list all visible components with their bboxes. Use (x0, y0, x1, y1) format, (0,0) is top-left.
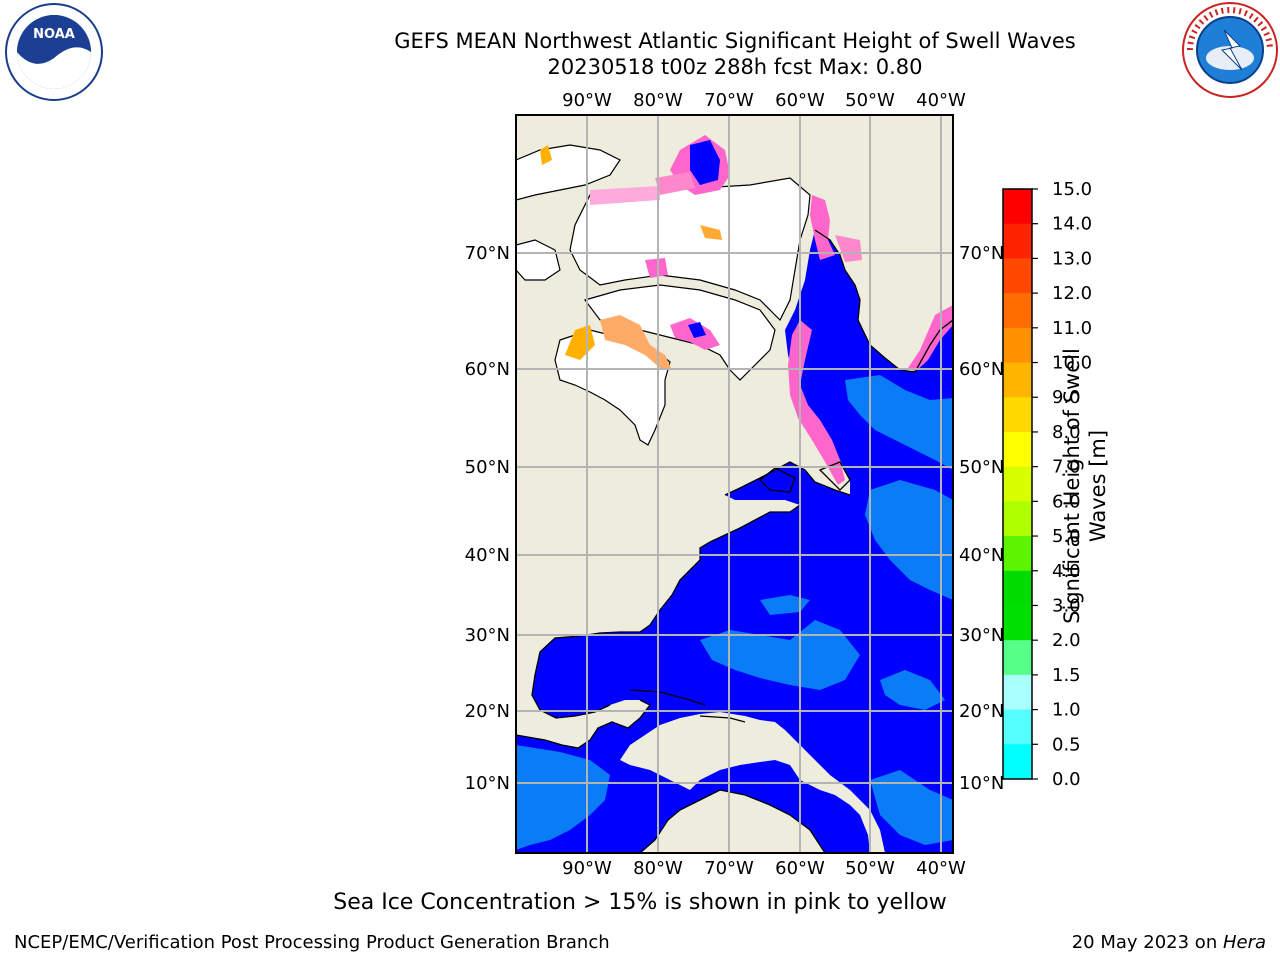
colorbar-segment (1003, 327, 1032, 364)
footer-date: 20 May 2023 on Hera (1072, 932, 1266, 953)
swell-0.5-1.0-patches (516, 375, 953, 850)
colorbar-tick-label: 1.5 (1052, 665, 1081, 686)
colorbar-segment (1003, 640, 1032, 676)
noaa-text: NOAA (33, 27, 75, 42)
colorbar-segment (1003, 293, 1032, 329)
colorbar-frame (1002, 188, 1033, 780)
colorbar-tick-label: 0.5 (1052, 734, 1081, 755)
lat-label: 60°N (465, 359, 510, 380)
colorbar-segment (1003, 258, 1032, 294)
colorbar-tick-label: 8.0 (1052, 422, 1081, 443)
colorbar-tick-label: 6.0 (1052, 491, 1081, 512)
lon-label: 60°W (775, 858, 825, 879)
lat-label: 70°N (959, 243, 1004, 264)
colorbar-tick-label: 10.0 (1052, 353, 1092, 374)
gridlines (516, 115, 953, 853)
lat-label: 60°N (959, 359, 1004, 380)
lat-label: 30°N (959, 625, 1004, 646)
atlantic-ocean (516, 230, 953, 853)
lon-label: 40°W (916, 90, 966, 111)
colorbar-segment (1003, 466, 1032, 502)
colorbar-tick-label: 9.0 (1052, 387, 1081, 408)
lon-label: 80°W (633, 90, 683, 111)
lon-labels-bottom: 90°W 80°W 70°W 60°W 50°W 40°W (562, 858, 966, 879)
lat-label: 40°N (465, 545, 510, 566)
colorbar-tick-label: 2.0 (1052, 630, 1081, 651)
lat-label: 70°N (465, 243, 510, 264)
footer-host: Hera (1222, 932, 1266, 953)
lon-label: 90°W (562, 858, 612, 879)
chart-subtitle: 20230518 t00z 288h fcst Max: 0.80 (547, 55, 923, 79)
colorbar-tick-label: 0.0 (1052, 769, 1081, 790)
footer-credit: NCEP/EMC/Verification Post Processing Pr… (14, 932, 610, 953)
lat-labels-right: 70°N 60°N 50°N 40°N 30°N 20°N 10°N (959, 243, 1004, 794)
colorbar-segment (1003, 397, 1032, 433)
lat-label: 40°N (959, 545, 1004, 566)
colorbar-segment (1003, 674, 1032, 711)
colorbar (1003, 189, 1032, 780)
colorbar-segment (1003, 709, 1032, 745)
chart-title: GEFS MEAN Northwest Atlantic Significant… (394, 29, 1076, 53)
nws-logo (1182, 2, 1278, 98)
colorbar-segment (1003, 362, 1032, 398)
lat-labels-left: 70°N 60°N 50°N 40°N 30°N 20°N 10°N (465, 243, 510, 794)
lat-label: 20°N (959, 701, 1004, 722)
map-frame (515, 114, 954, 854)
colorbar-segment (1003, 189, 1032, 225)
caption: Sea Ice Concentration > 15% is shown in … (333, 890, 947, 915)
colorbar-tick-label: 14.0 (1052, 214, 1092, 235)
lon-label: 70°W (704, 90, 754, 111)
colorbar-tick-label: 3.0 (1052, 595, 1081, 616)
colorbar-tick-label: 13.0 (1052, 248, 1092, 269)
coastlines (516, 229, 953, 853)
lon-label: 40°W (916, 858, 966, 879)
footer-date-text: 20 May 2023 on (1071, 932, 1223, 953)
colorbar-segment (1003, 536, 1032, 572)
colorbar-tick-label: 5.0 (1052, 526, 1081, 547)
colorbar-ticks: 15.0 14.0 13.0 12.0 11.0 10.0 9.0 8.0 7.0 6.0 5.0 4… (1032, 179, 1092, 790)
lat-label: 20°N (465, 701, 510, 722)
lat-label: 50°N (465, 457, 510, 478)
colorbar-segment (1003, 431, 1032, 468)
lat-label: 50°N (959, 457, 1004, 478)
colorbar-segment (1003, 223, 1032, 259)
colorbar-segment (1003, 570, 1032, 606)
lon-label: 50°W (845, 90, 895, 111)
colorbar-tick-label: 7.0 (1052, 457, 1081, 478)
lat-label: 10°N (959, 773, 1004, 794)
lon-label: 90°W (562, 90, 612, 111)
colorbar-tick-label: 4.0 (1052, 561, 1081, 582)
colorbar-segment (1003, 605, 1032, 641)
colorbar-label: Significant Height of Swell Waves [m] (1060, 348, 1110, 624)
lon-label: 70°W (704, 858, 754, 879)
lon-labels-top: 90°W 80°W 70°W 60°W 50°W 40°W (562, 90, 966, 111)
lat-label: 10°N (465, 773, 510, 794)
colorbar-segment (1003, 501, 1032, 537)
lon-label: 80°W (633, 858, 683, 879)
map-area (516, 115, 953, 853)
colorbar-segment (1003, 744, 1032, 780)
colorbar-tick-label: 1.0 (1052, 700, 1081, 721)
noaa-logo: NOAA (5, 3, 103, 101)
lat-label: 30°N (465, 625, 510, 646)
lon-label: 50°W (845, 858, 895, 879)
colorbar-tick-label: 11.0 (1052, 318, 1092, 339)
colorbar-tick-label: 12.0 (1052, 283, 1092, 304)
colorbar-tick-label: 15.0 (1052, 179, 1092, 200)
lon-label: 60°W (775, 90, 825, 111)
